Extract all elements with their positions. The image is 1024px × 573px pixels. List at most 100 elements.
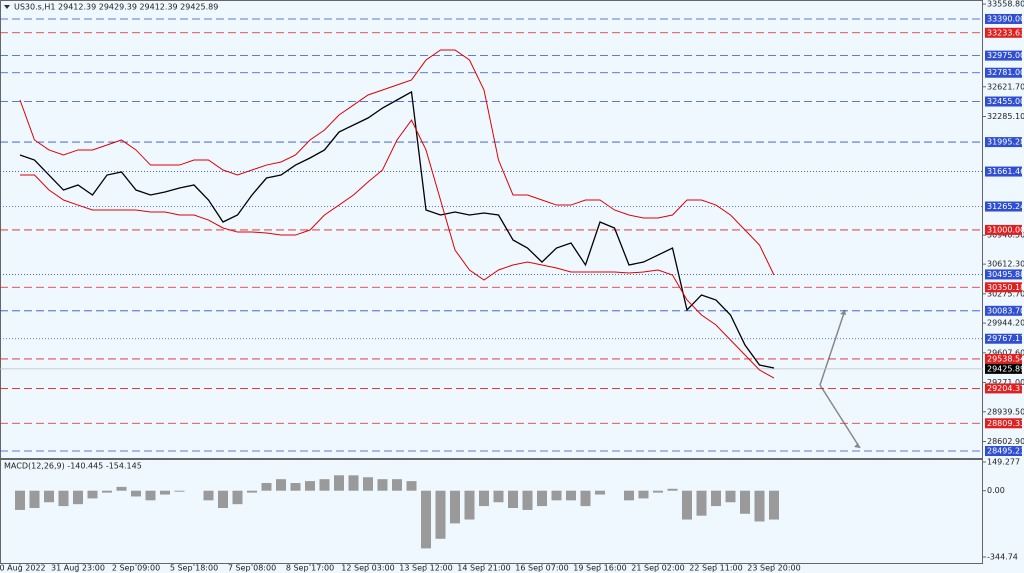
level-tag [985, 50, 1022, 61]
macd-bar [131, 490, 141, 497]
macd-bar [87, 490, 98, 499]
macd-bar [305, 481, 315, 491]
level-label: 31265.24 [987, 202, 1024, 211]
macd-bar [667, 488, 678, 491]
macd-bar [392, 479, 402, 491]
x-tick-label: 7 Sep 08:00 [228, 564, 276, 573]
level-tag [985, 383, 1022, 394]
macd-bar [580, 490, 591, 507]
macd-bar [174, 490, 185, 492]
level-label: 32781.00 [987, 68, 1024, 77]
macd-bar [334, 475, 344, 491]
price-line [19, 49, 775, 276]
level-tag [985, 418, 1022, 429]
arrow-head [840, 310, 846, 315]
x-tick-label: 14 Sep 21:00 [457, 564, 510, 573]
level-tag [985, 96, 1022, 107]
macd-bar [754, 490, 765, 522]
macd-bar [638, 490, 649, 499]
macd-bar [73, 490, 83, 505]
macd-bar [740, 490, 750, 514]
macd-bar [522, 490, 533, 510]
macd-bar [15, 490, 25, 510]
macd-bar [406, 481, 417, 491]
y-tick-label: 149.277 [987, 458, 1020, 467]
level-tag [985, 13, 1022, 24]
macd-bar [319, 479, 330, 491]
level-tag [985, 166, 1022, 177]
level-tag [985, 363, 1022, 374]
menu-icon[interactable] [4, 5, 10, 9]
level-label: 28809.33 [987, 419, 1024, 428]
level-label: 29204.37 [987, 384, 1024, 393]
projection-arrow [819, 309, 846, 386]
level-label: 30495.88 [987, 270, 1024, 279]
level-tag [985, 67, 1022, 78]
macd-bar [102, 490, 112, 493]
x-tick-label: 22 Sep 11:00 [689, 564, 742, 573]
y-tick-label: 32285.10 [987, 112, 1024, 121]
macd-bar [348, 475, 359, 491]
macd-bar [218, 490, 228, 509]
y-tick-label: 32621.70 [987, 82, 1024, 91]
arrow-head [854, 443, 860, 448]
macd-bar [682, 490, 692, 520]
x-tick-label: 30 Aug 2022 [0, 564, 46, 573]
level-label: 31661.46 [987, 167, 1024, 176]
x-tick-label: 13 Sep 12:00 [399, 564, 452, 573]
x-tick-label: 8 Sep 17:00 [286, 564, 334, 573]
macd-bar [363, 477, 373, 491]
y-tick-label: 28939.50 [987, 407, 1024, 416]
chart-title: US30.s,H1 29412.39 29429.39 29412.39 294… [14, 3, 218, 12]
macd-bar [493, 490, 504, 503]
x-tick-label: 23 Sep 20:00 [747, 564, 800, 573]
macd-bar [450, 490, 460, 524]
x-tick-label: 5 Sep 18:00 [170, 564, 218, 573]
y-tick-label: 29271.00 [987, 378, 1024, 387]
level-label: 31995.28 [987, 138, 1024, 147]
macd-bar [624, 490, 634, 501]
y-tick-label: 30275.70 [987, 289, 1024, 298]
macd-bar [696, 490, 707, 516]
macd-bar [290, 483, 301, 491]
macd-bar [44, 490, 54, 503]
y-tick-label: 29607.60 [987, 348, 1024, 357]
macd-bar [435, 490, 446, 539]
x-tick-label: 12 Sep 03:00 [341, 564, 394, 573]
x-tick-label: 19 Sep 16:00 [573, 564, 626, 573]
level-tag [985, 333, 1022, 344]
level-label: 29767.17 [987, 334, 1024, 343]
level-label: 31000.00 [987, 225, 1024, 234]
y-tick-label: -344.74 [987, 552, 1018, 561]
y-tick-label: 0.00 [987, 486, 1005, 495]
macd-bar [145, 490, 156, 501]
level-label: 32455.00 [987, 97, 1024, 106]
level-tag [985, 305, 1022, 316]
level-label: 32975.00 [987, 51, 1024, 60]
macd-title: MACD(12,26,9) -140.445 -154.145 [4, 462, 142, 471]
macd-bar [464, 490, 475, 520]
level-tag [985, 353, 1022, 364]
x-tick-label: 2 Sep 09:00 [112, 564, 160, 573]
level-tag [985, 446, 1022, 457]
macd-bar [653, 490, 663, 493]
macd-bar [377, 479, 388, 491]
macd-bar [725, 490, 736, 503]
macd-bar [537, 490, 547, 507]
y-tick-label: 28602.90 [987, 437, 1024, 446]
level-tag [985, 27, 1022, 38]
macd-bar [276, 479, 286, 491]
price-line [20, 119, 775, 379]
macd-bar [29, 490, 40, 509]
level-label: 29538.54 [987, 354, 1024, 363]
y-tick-label: 30612.30 [987, 260, 1024, 269]
macd-bar [203, 490, 214, 501]
main-frame [0, 0, 983, 459]
level-label: 28495.23 [987, 447, 1024, 456]
y-tick-label: 29944.20 [987, 319, 1024, 328]
x-tick-label: 31 Aug 23:00 [51, 564, 105, 573]
x-tick-label: 16 Sep 07:00 [515, 564, 568, 573]
macd-bar [479, 490, 489, 507]
